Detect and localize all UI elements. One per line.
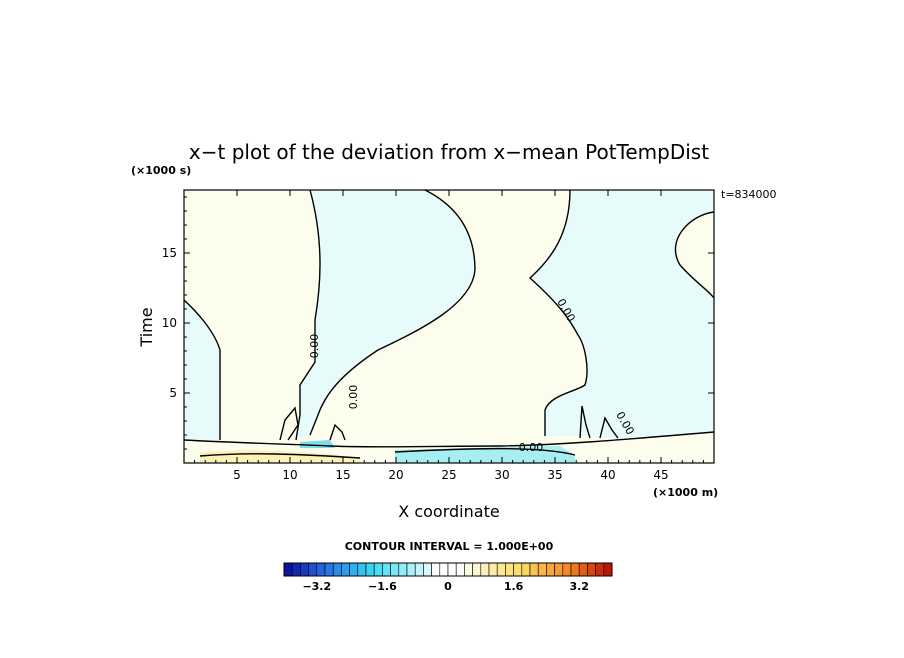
colorbar-cell: [332, 562, 342, 577]
colorbar-cell: [324, 562, 334, 577]
contour-interval-label: CONTOUR INTERVAL = 1.000E+00: [345, 540, 554, 553]
x-unit-label: (×1000 m): [653, 486, 718, 499]
x-tick-label: 10: [282, 468, 297, 482]
y-unit-label: (×1000 s): [131, 164, 191, 177]
time-stamp: t=834000: [721, 188, 777, 201]
colorbar-cell: [570, 562, 580, 577]
x-tick-label: 40: [600, 468, 615, 482]
colorbar-cell: [505, 562, 514, 577]
colorbar-cell: [357, 562, 367, 577]
x-tick-label: 15: [335, 468, 350, 482]
x-tick-label: 35: [547, 468, 562, 482]
colorbar-cell: [390, 562, 400, 577]
colorbar: −3.2 −1.6 0 1.6 3.2: [283, 562, 613, 593]
colorbar-cell: [431, 562, 441, 577]
colorbar-cell: [546, 562, 555, 577]
colorbar-tick-label: 0: [444, 580, 452, 593]
colorbar-cell: [513, 562, 523, 577]
colorbar-tick-label: −3.2: [302, 580, 331, 593]
colorbar-cell: [406, 562, 416, 577]
colorbar-cell: [291, 562, 301, 577]
colorbar-cell: [373, 562, 383, 577]
colorbar-cell: [603, 562, 613, 577]
colorbar-cell: [300, 562, 309, 577]
y-axis-label: Time: [137, 307, 156, 347]
colorbar-cell: [587, 562, 596, 577]
colorbar-cell: [562, 562, 572, 577]
x-tick-label: 25: [441, 468, 456, 482]
colorbar-cell: [439, 562, 449, 577]
region-negative-2: [530, 190, 714, 439]
x-tick-label: 20: [388, 468, 403, 482]
y-tick-label: 15: [162, 246, 177, 260]
colorbar-cell: [455, 562, 465, 577]
colorbar-frame: [283, 562, 613, 577]
colorbar-cell: [472, 562, 482, 577]
colorbar-cell: [316, 562, 326, 577]
colorbar-cell: [529, 562, 539, 577]
chart-title: x−t plot of the deviation from x−mean Po…: [189, 140, 709, 164]
colorbar-cell: [423, 562, 432, 577]
colorbar-cell: [554, 562, 564, 577]
colorbar-cell: [578, 562, 588, 577]
contour-lines: [184, 190, 714, 459]
colorbar-tick-label: 3.2: [569, 580, 589, 593]
colorbar-cell: [488, 562, 498, 577]
colorbar-cell: [283, 562, 293, 577]
region-negative-3: [184, 300, 220, 440]
plot-area: 0.00 0.00 0.00 0.00 0.00 5 10 15 20 25 30 35 40…: [162, 189, 715, 482]
contour-label: 0.00: [308, 334, 321, 359]
colorbar-cell: [382, 562, 391, 577]
y-ticks: 5 10 15: [162, 196, 714, 450]
y-tick-label: 5: [169, 386, 177, 400]
colorbar-cell: [464, 562, 473, 577]
region-negative-1: [296, 190, 475, 440]
y-tick-label: 10: [162, 316, 177, 330]
region-yellow-strip: [200, 450, 360, 463]
colorbar-cell: [414, 562, 424, 577]
colorbar-cell: [308, 562, 318, 577]
colorbar-cell: [365, 562, 375, 577]
x-tick-label: 5: [233, 468, 241, 482]
colorbar-cell: [480, 562, 490, 577]
x-ticks: 5 10 15 20 25 30 35 40 45: [194, 190, 704, 482]
x-tick-label: 45: [653, 468, 668, 482]
colorbar-cell: [349, 562, 359, 577]
x-axis-label: X coordinate: [398, 502, 499, 521]
colorbar-tick-label: −1.6: [368, 580, 397, 593]
colorbar-cell: [447, 562, 457, 577]
colorbar-cell: [341, 562, 350, 577]
colorbar-cell: [398, 562, 408, 577]
colorbar-tick-label: 1.6: [504, 580, 524, 593]
colorbar-cell: [496, 562, 506, 577]
colorbar-cell: [521, 562, 531, 577]
x-tick-label: 30: [494, 468, 509, 482]
contour-label: 0.00: [519, 441, 544, 454]
colorbar-cell: [537, 562, 547, 577]
contour-label: 0.00: [347, 385, 360, 410]
colorbar-cell: [595, 562, 605, 577]
